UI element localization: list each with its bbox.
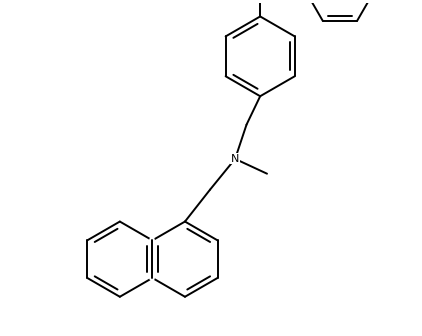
Text: N: N: [231, 154, 239, 164]
